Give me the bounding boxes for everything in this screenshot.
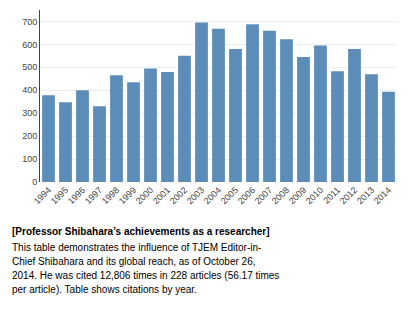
svg-text:2010: 2010 [304,185,325,206]
svg-text:200: 200 [22,131,37,141]
svg-text:2000: 2000 [134,185,155,206]
svg-text:2001: 2001 [151,185,172,206]
svg-text:1997: 1997 [83,185,104,206]
svg-text:2013: 2013 [355,185,376,206]
svg-text:500: 500 [22,62,37,72]
svg-text:2014: 2014 [372,185,393,206]
svg-text:2007: 2007 [253,185,274,206]
svg-text:1999: 1999 [117,185,138,206]
svg-text:per article). Table shows cita: per article). Table shows citations by y… [12,284,197,295]
svg-text:600: 600 [22,40,37,50]
svg-text:0: 0 [32,177,37,187]
svg-text:1998: 1998 [100,185,121,206]
svg-text:2008: 2008 [270,185,291,206]
svg-text:2011: 2011 [321,185,342,206]
svg-text:2004: 2004 [202,185,223,206]
svg-text:2003: 2003 [185,185,206,206]
svg-text:2009: 2009 [287,185,308,206]
svg-text:400: 400 [22,85,37,95]
svg-text:300: 300 [22,108,37,118]
svg-text:2006: 2006 [236,185,257,206]
svg-text:1996: 1996 [66,185,87,206]
svg-text:This table demonstrates the in: This table demonstrates the influence of… [12,242,261,253]
svg-text:2014. He was cited 12,806 time: 2014. He was cited 12,806 times in 228 a… [12,270,279,281]
svg-text:2012: 2012 [338,185,359,206]
svg-text:1994: 1994 [32,185,53,206]
svg-text:[Professor Shibahara’s achieve: [Professor Shibahara’s achievements as a… [12,226,270,237]
svg-text:2005: 2005 [219,185,240,206]
svg-text:Chief Shibahara and its global: Chief Shibahara and its global reach, as… [12,256,255,267]
svg-text:700: 700 [22,17,37,27]
svg-text:2002: 2002 [168,185,189,206]
svg-text:1995: 1995 [49,185,70,206]
svg-text:100: 100 [22,154,37,164]
